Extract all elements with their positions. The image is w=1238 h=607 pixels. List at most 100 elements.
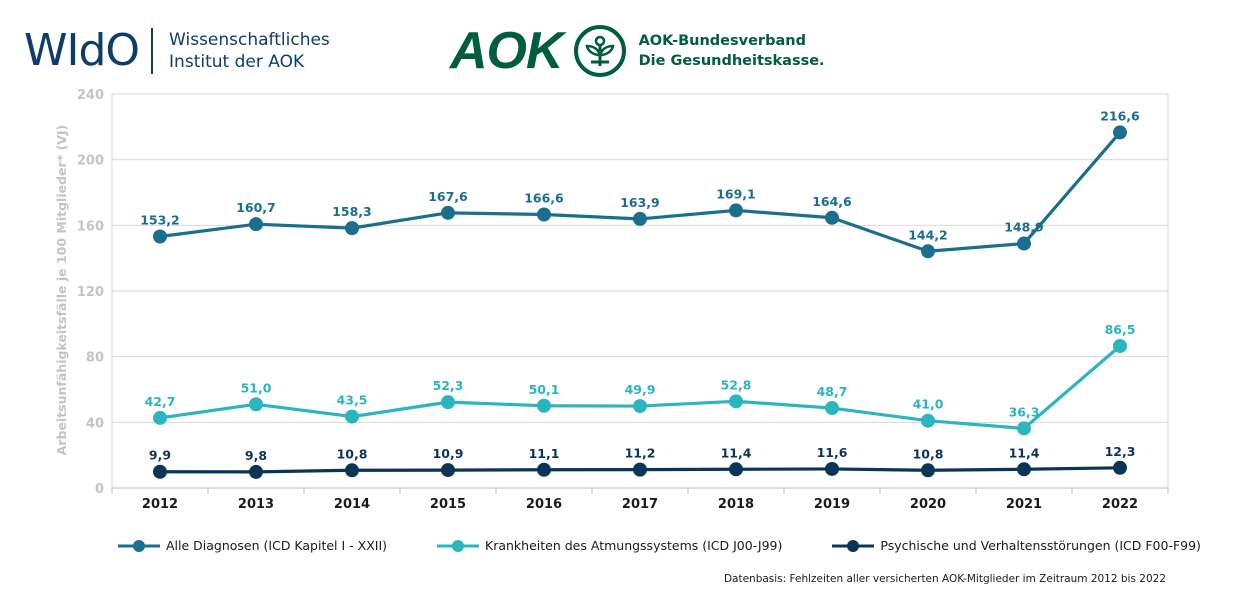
data-label: 160,7	[236, 200, 276, 215]
wido-institute-name: Wissenschaftliches Institut der AOK	[169, 29, 330, 73]
wido-wordmark: WIdO	[24, 25, 140, 76]
data-label: 216,6	[1100, 108, 1140, 123]
data-label: 42,7	[145, 394, 176, 409]
legend-swatch-psychische	[832, 539, 875, 552]
data-point	[345, 221, 359, 236]
legend: Alle Diagnosen (ICD Kapitel I - XXII) Kr…	[118, 538, 1201, 553]
data-source-footnote: Datenbasis: Fehlzeiten aller versicherte…	[723, 573, 1166, 585]
wido-line-1: Wissenschaftliches	[169, 30, 330, 50]
y-axis-title: Arbeitsunfähigkeitsfälle je 100 Mitglied…	[54, 125, 69, 456]
aok-line-1: AOK-Bundesverband	[638, 33, 806, 49]
data-point	[345, 409, 359, 424]
grid	[112, 93, 1168, 423]
data-label: 153,2	[140, 212, 180, 227]
x-tick-label-2013: 2013	[238, 497, 274, 512]
x-tick-label-2012: 2012	[142, 497, 178, 512]
data-label: 166,6	[524, 190, 564, 205]
data-label: 52,3	[433, 378, 464, 393]
data-point	[441, 205, 455, 220]
data-point	[153, 229, 167, 244]
y-tick-label-160: 160	[77, 219, 104, 234]
x-tick-label-2015: 2015	[430, 497, 466, 512]
data-label: 12,3	[1105, 444, 1136, 459]
series-2: 9,9 9,8 10,8 10,9 11,1 11,2 11,4 11,6 10,8 11,4 12…	[149, 444, 1136, 479]
x-tick-label-2020: 2020	[910, 497, 946, 512]
data-label: 148,9	[1004, 220, 1044, 235]
series-0: 153,2 160,7 158,3 167,6 166,6 163,9 169,1 164,6…	[140, 108, 1140, 259]
y-tick-label-240: 240	[77, 88, 104, 103]
data-label: 11,1	[529, 446, 560, 461]
data-point	[825, 461, 839, 476]
data-point	[1113, 125, 1127, 140]
data-point	[921, 244, 935, 259]
data-label: 169,1	[716, 186, 756, 201]
data-point	[729, 462, 743, 477]
data-point	[249, 464, 263, 479]
x-tick-label-2022: 2022	[1102, 497, 1138, 512]
data-label: 163,9	[620, 195, 660, 210]
aok-line-2: Die Gesundheitskasse.	[638, 53, 825, 69]
data-point	[825, 210, 839, 225]
data-point	[1113, 338, 1127, 353]
wido-logo: WIdO Wissenschaftliches Institut der AOK	[24, 28, 330, 74]
legend-item-atmungssystem: Krankheiten des Atmungssystems (ICD J00-…	[437, 538, 782, 553]
legend-swatch-alle-diagnosen	[118, 539, 160, 552]
series-line-0	[158, 130, 1122, 253]
data-point	[1017, 462, 1031, 477]
data-point	[441, 395, 455, 410]
series-group: 153,2 160,7 158,3 167,6 166,6 163,9 169,1 164,6…	[140, 108, 1140, 479]
y-tick-label-0: 0	[95, 482, 104, 497]
data-point	[537, 398, 551, 413]
data-point	[633, 399, 647, 414]
x-tick-label-2014: 2014	[334, 497, 370, 512]
data-label: 51,0	[241, 380, 272, 395]
data-point	[921, 413, 935, 428]
data-point	[633, 462, 647, 477]
x-tick-label-2017: 2017	[622, 497, 658, 512]
data-label: 11,4	[1009, 445, 1040, 460]
legend-item-alle-diagnosen: Alle Diagnosen (ICD Kapitel I - XXII)	[118, 538, 387, 553]
data-label: 167,6	[428, 189, 468, 204]
legend-label-alle-diagnosen: Alle Diagnosen (ICD Kapitel I - XXII)	[166, 538, 388, 553]
data-point	[345, 463, 359, 478]
data-point	[537, 207, 551, 222]
y-tick-label-80: 80	[86, 351, 104, 366]
data-point	[153, 464, 167, 479]
wido-line-2: Institut der AOK	[169, 52, 305, 72]
data-label: 52,8	[721, 377, 752, 392]
data-label: 9,8	[245, 448, 267, 463]
data-label: 144,2	[908, 227, 948, 242]
data-label: 9,9	[149, 448, 171, 463]
data-label: 10,9	[433, 446, 464, 461]
data-label: 11,6	[817, 445, 848, 460]
aok-tagline: AOK-Bundesverband Die Gesundheitskasse.	[639, 31, 825, 71]
data-point	[921, 463, 935, 478]
data-label: 36,3	[1009, 404, 1040, 419]
data-point	[825, 401, 839, 416]
aok-wordmark: AOK	[450, 22, 564, 80]
x-tick-label-2019: 2019	[814, 497, 850, 512]
y-tick-label-120: 120	[77, 285, 104, 300]
y-tick-label-40: 40	[86, 416, 104, 431]
x-tick-label-2021: 2021	[1006, 497, 1042, 512]
series-1: 42,7 51,0 43,5 52,3 50,1 49,9 52,8 48,7 41,0 36,3…	[145, 322, 1136, 436]
data-label: 164,6	[812, 194, 852, 209]
data-point	[1017, 236, 1031, 251]
data-label: 10,8	[337, 446, 368, 461]
data-point	[249, 397, 263, 412]
data-label: 158,3	[332, 204, 372, 219]
wido-divider	[151, 28, 154, 74]
data-label: 50,1	[529, 382, 560, 397]
x-tick-label-2018: 2018	[718, 497, 754, 512]
data-label: 86,5	[1105, 322, 1136, 337]
data-label: 43,5	[337, 393, 368, 408]
legend-label-psychische: Psychische und Verhaltensstörungen (ICD …	[880, 538, 1201, 553]
data-point	[537, 462, 551, 477]
data-point	[249, 217, 263, 232]
data-label: 11,2	[625, 446, 656, 461]
data-label: 49,9	[625, 382, 656, 397]
data-point	[1017, 421, 1031, 436]
data-point	[729, 203, 743, 218]
data-label: 48,7	[817, 384, 848, 399]
